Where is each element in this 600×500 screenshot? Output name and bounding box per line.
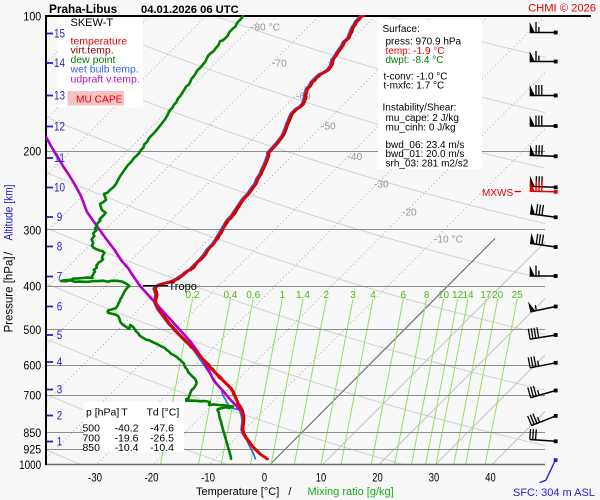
- svg-text:temp: -1.9 °C: temp: -1.9 °C: [386, 46, 445, 57]
- svg-text:-50: -50: [321, 122, 336, 133]
- svg-text:wet bulb temp.: wet bulb temp.: [70, 64, 139, 76]
- svg-text:4: 4: [57, 357, 63, 369]
- svg-text:200: 200: [23, 144, 41, 158]
- svg-text:0.6: 0.6: [246, 290, 260, 301]
- svg-text:1000: 1000: [19, 458, 41, 472]
- svg-text:Tropo: Tropo: [169, 281, 197, 293]
- svg-text:3: 3: [350, 290, 356, 301]
- svg-text:04.01.2026 06 UTC: 04.01.2026 06 UTC: [141, 4, 239, 16]
- svg-text:udpraft v.temp.: udpraft v.temp.: [71, 74, 140, 86]
- svg-text:-80 °C: -80 °C: [251, 23, 280, 34]
- svg-text:8: 8: [57, 242, 63, 254]
- svg-text:-70: -70: [272, 59, 287, 70]
- svg-text:500: 500: [23, 323, 41, 337]
- svg-text:bwd_01: 20.0 m/s: bwd_01: 20.0 m/s: [386, 149, 465, 160]
- svg-text:-47.6: -47.6: [150, 423, 174, 435]
- svg-text:6: 6: [401, 290, 407, 301]
- svg-text:0.4: 0.4: [223, 290, 237, 301]
- svg-text:1.4: 1.4: [296, 290, 310, 301]
- svg-text:Surface:: Surface:: [383, 24, 420, 35]
- svg-text:5: 5: [57, 330, 63, 342]
- svg-text:2: 2: [57, 411, 63, 423]
- svg-text:925: 925: [23, 443, 41, 457]
- svg-text:dwpt: -8.4 °C: dwpt: -8.4 °C: [386, 55, 444, 66]
- svg-text:bwd_06: 23.4 m/s: bwd_06: 23.4 m/s: [386, 140, 465, 151]
- svg-text:12: 12: [54, 122, 65, 134]
- svg-text:mu_cinh: 0 J/kg: mu_cinh: 0 J/kg: [386, 123, 456, 134]
- svg-text:srh_03: 281 m2/s2: srh_03: 281 m2/s2: [386, 159, 469, 170]
- svg-text:14: 14: [462, 290, 474, 301]
- svg-text:Pressure [hPa]: Pressure [hPa]: [4, 256, 16, 332]
- svg-text:500: 500: [82, 423, 100, 435]
- svg-text:13: 13: [54, 91, 65, 103]
- svg-text:-10 °C: -10 °C: [434, 235, 463, 246]
- svg-text:1: 1: [57, 437, 63, 449]
- svg-text:2: 2: [324, 290, 330, 301]
- svg-text:-20: -20: [145, 471, 159, 485]
- svg-text:Altitude [km]: Altitude [km]: [2, 185, 16, 241]
- svg-text:100: 100: [23, 9, 41, 23]
- svg-text:-10.4: -10.4: [150, 442, 174, 454]
- svg-text:3: 3: [57, 385, 63, 397]
- svg-text:-10.4: -10.4: [115, 442, 139, 454]
- svg-text:300: 300: [23, 223, 41, 237]
- svg-text:20: 20: [372, 471, 383, 485]
- svg-text:25: 25: [512, 290, 524, 301]
- svg-text:t-conv: -1.0 °C: t-conv: -1.0 °C: [384, 72, 448, 83]
- svg-text:11: 11: [54, 153, 65, 165]
- svg-text:temperature: temperature: [71, 36, 128, 48]
- svg-text:-40: -40: [348, 152, 363, 163]
- svg-text:0.2: 0.2: [186, 290, 200, 301]
- svg-text:Mixing ratio [g/kg]: Mixing ratio [g/kg]: [308, 486, 394, 498]
- svg-text:Praha-Libus: Praha-Libus: [49, 2, 118, 16]
- svg-text:CHMI © 2026: CHMI © 2026: [528, 3, 596, 15]
- svg-text:Instability/Shear:: Instability/Shear:: [383, 103, 457, 114]
- svg-text:mu_cape: 2 J/kg: mu_cape: 2 J/kg: [386, 113, 459, 124]
- svg-text:T: T: [121, 407, 128, 419]
- svg-text:-26.5: -26.5: [150, 433, 174, 445]
- svg-text:40: 40: [485, 471, 496, 485]
- svg-text:0: 0: [262, 471, 267, 485]
- svg-text:6: 6: [57, 302, 63, 314]
- svg-text:1: 1: [280, 290, 286, 301]
- svg-text:10: 10: [316, 471, 327, 485]
- svg-text:-30: -30: [88, 471, 102, 485]
- svg-text:17: 17: [480, 290, 492, 301]
- svg-text:15: 15: [54, 29, 65, 41]
- svg-text:press: 970.9 hPa: press: 970.9 hPa: [386, 37, 462, 48]
- svg-text:700: 700: [23, 388, 41, 402]
- svg-text:600: 600: [23, 358, 41, 372]
- svg-text:850: 850: [23, 426, 41, 440]
- svg-text:p [hPa]: p [hPa]: [86, 407, 119, 419]
- svg-text:12: 12: [452, 290, 464, 301]
- svg-text:/: /: [4, 251, 16, 255]
- svg-text:400: 400: [23, 279, 41, 293]
- svg-text:dew point: dew point: [71, 54, 116, 66]
- svg-text:7: 7: [57, 272, 63, 284]
- svg-text:-30: -30: [374, 180, 389, 191]
- svg-text:-19.6: -19.6: [115, 433, 139, 445]
- svg-text:-20: -20: [402, 208, 417, 219]
- svg-text:700: 700: [82, 433, 100, 445]
- svg-text:-10: -10: [201, 471, 215, 485]
- svg-text:virt.temp.: virt.temp.: [71, 45, 114, 57]
- svg-text:10: 10: [54, 183, 65, 195]
- svg-text:850: 850: [82, 442, 100, 454]
- svg-text:30: 30: [429, 471, 440, 485]
- svg-text:t-mxfc: 1.7 °C: t-mxfc: 1.7 °C: [384, 81, 445, 92]
- svg-text:14: 14: [54, 58, 66, 70]
- svg-text:MU CAPE: MU CAPE: [76, 95, 123, 106]
- svg-text:MXWS: MXWS: [482, 188, 513, 199]
- svg-text:-40.2: -40.2: [115, 423, 139, 435]
- svg-text:20: 20: [492, 290, 504, 301]
- svg-text:4: 4: [370, 290, 376, 301]
- svg-text:10: 10: [438, 290, 450, 301]
- svg-text:SFC: 304 m ASL: SFC: 304 m ASL: [513, 487, 595, 499]
- svg-text:SKEW-T: SKEW-T: [71, 17, 114, 29]
- svg-text:8: 8: [424, 290, 430, 301]
- svg-text:9: 9: [57, 212, 63, 224]
- svg-text:Temperature [°C] /: Temperature [°C] /: [196, 486, 292, 498]
- svg-text:Td [°C]: Td [°C]: [147, 407, 180, 419]
